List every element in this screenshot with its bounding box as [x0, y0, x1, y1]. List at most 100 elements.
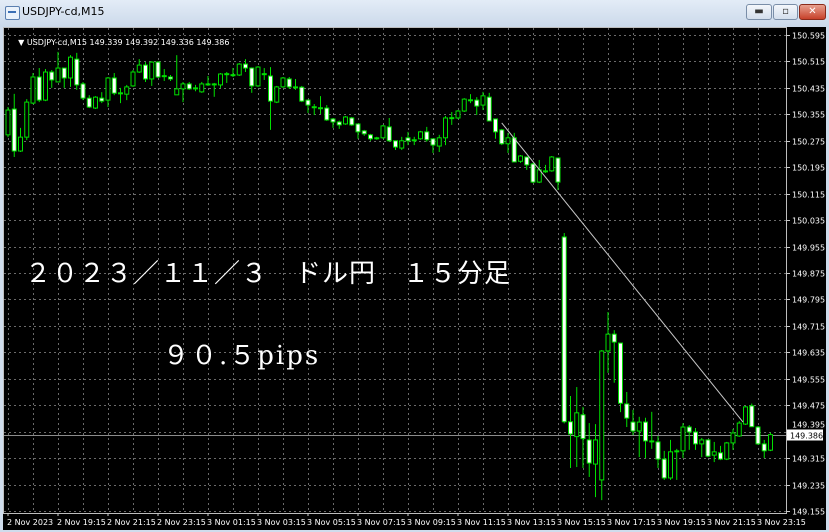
- price-tick-label: 149.795: [792, 296, 825, 305]
- candle-body-bear: [693, 431, 698, 445]
- candle-body-bear: [11, 108, 17, 152]
- minimize-button[interactable]: ▬: [746, 4, 772, 20]
- candle-body-bear: [155, 61, 161, 78]
- candle-body-bull: [211, 83, 217, 86]
- candle-body-bear: [705, 439, 711, 457]
- candle-body-bear: [80, 83, 86, 99]
- candle-body-bear: [618, 342, 623, 404]
- candle-body-bear: [268, 75, 273, 102]
- candle-body-bear: [355, 123, 361, 133]
- candle-body-bull: [24, 101, 30, 138]
- time-tick-label: 3 Nov 01:15: [207, 518, 256, 527]
- maximize-button[interactable]: ▫: [773, 4, 798, 20]
- window-titlebar: USDJPY-cd,M15 ▬ ▫ ✕: [0, 0, 829, 27]
- minimize-icon: ▬: [754, 6, 764, 17]
- candle-body-bear: [118, 92, 123, 95]
- candle-body-bear: [168, 76, 173, 80]
- candle-body-bull: [5, 109, 11, 136]
- candle-body-bear: [718, 452, 723, 460]
- candle-body-bull: [68, 56, 73, 79]
- time-tick-label: 3 Nov 15:15: [557, 518, 606, 527]
- candle-body-bear: [568, 421, 573, 435]
- candle-body-bull: [549, 156, 555, 172]
- candle-body-bull: [380, 125, 386, 139]
- candle-body-bull: [124, 86, 130, 95]
- candle-body-bull: [743, 406, 748, 425]
- candle-body-bull: [180, 83, 186, 90]
- chart-window[interactable]: 150.595 150.515 150.435 150.355 150.275 150.1…: [3, 27, 826, 530]
- candle-body-bull: [236, 63, 242, 76]
- dropdown-triangle-icon[interactable]: ▼: [18, 38, 27, 47]
- price-tick-label: 149.395: [792, 421, 825, 430]
- candle-body-bear: [661, 458, 667, 479]
- candle-body-bull: [574, 412, 580, 438]
- time-tick-label: 3 Nov 11:15: [457, 518, 506, 527]
- candle-body-bear: [411, 139, 417, 142]
- candle-body-bull: [730, 432, 736, 444]
- candle-body-bull: [399, 140, 405, 149]
- candle-body-bull: [699, 439, 705, 445]
- price-tick-label: 150.355: [792, 111, 825, 120]
- candle-body-bear: [586, 439, 592, 464]
- close-icon: ✕: [808, 6, 817, 17]
- candle-body-bull: [30, 76, 36, 104]
- candle-body-bear: [486, 96, 492, 122]
- candle-body-bull: [18, 136, 23, 152]
- chart-window-icon: [5, 6, 20, 20]
- price-tick-label: 149.955: [792, 244, 825, 253]
- candle-body-bear: [530, 163, 536, 183]
- candle-body-bear: [74, 58, 80, 86]
- price-chart[interactable]: 150.595 150.515 150.435 150.355 150.275 150.1…: [3, 27, 826, 530]
- candle-body-bear: [318, 107, 323, 110]
- candle-body-bull: [149, 61, 155, 80]
- current-price-label: 149.386: [790, 432, 823, 441]
- candle-body-bear: [674, 450, 680, 453]
- candle-body-bear: [405, 137, 411, 142]
- candle-body-bear: [393, 140, 398, 148]
- candle-body-bear: [324, 107, 330, 121]
- candle-body-bear: [749, 405, 755, 428]
- candle-body-bull: [199, 83, 205, 93]
- time-tick-label: 3 Nov 19:15: [657, 518, 706, 527]
- candle-body-bear: [386, 126, 392, 142]
- candle-body-bear: [36, 76, 42, 101]
- candle-body-bull: [93, 96, 98, 109]
- candle-body-bull: [518, 155, 523, 162]
- candle-body-bull: [593, 439, 598, 465]
- candle-body-bull: [680, 426, 686, 452]
- time-tick-label: 3 Nov 21:15: [707, 518, 756, 527]
- candle-body-bear: [430, 138, 436, 146]
- candle-body-bear: [511, 137, 517, 163]
- candle-body-bull: [636, 421, 642, 432]
- candle-body-bear: [611, 333, 617, 343]
- candle-body-bull: [274, 86, 280, 103]
- candle-body-bull: [130, 71, 136, 87]
- candle-body-bull: [136, 64, 142, 73]
- ohlc-readout: 149.339 149.392 149.336 149.386: [89, 38, 230, 47]
- time-tick-label: 3 Nov 17:15: [607, 518, 656, 527]
- candle-body-bull: [224, 73, 230, 76]
- candle-body-bear: [524, 156, 530, 166]
- candle-body-bear: [643, 421, 648, 442]
- candle-body-bear: [111, 77, 117, 94]
- candle-body-bull: [724, 442, 730, 460]
- candle-body-bull: [768, 434, 773, 451]
- price-tick-label: 149.235: [792, 482, 825, 491]
- candle-body-bull: [599, 350, 605, 481]
- candle-body-bull: [461, 98, 467, 112]
- price-tick-label: 149.635: [792, 349, 825, 358]
- candle-body-bull: [43, 71, 48, 101]
- close-button[interactable]: ✕: [799, 4, 826, 20]
- candle-body-bear: [261, 73, 267, 76]
- time-tick-label: 2 Nov 2023: [7, 518, 53, 527]
- current-price-box: [787, 429, 823, 441]
- price-tick-label: 149.155: [792, 508, 825, 517]
- candle-body-bull: [218, 73, 223, 86]
- candle-body-bull: [505, 137, 511, 145]
- chart-header: ▼ USDJPY-cd,M15 149.339 149.392 149.336 …: [8, 29, 229, 56]
- time-tick-label: 2 Nov 23:15: [157, 518, 206, 527]
- candle-body-bear: [580, 414, 586, 440]
- candle-body-bull: [230, 74, 236, 77]
- time-tick-label: 3 Nov 23:15: [757, 518, 806, 527]
- plot-frame: [3, 27, 787, 514]
